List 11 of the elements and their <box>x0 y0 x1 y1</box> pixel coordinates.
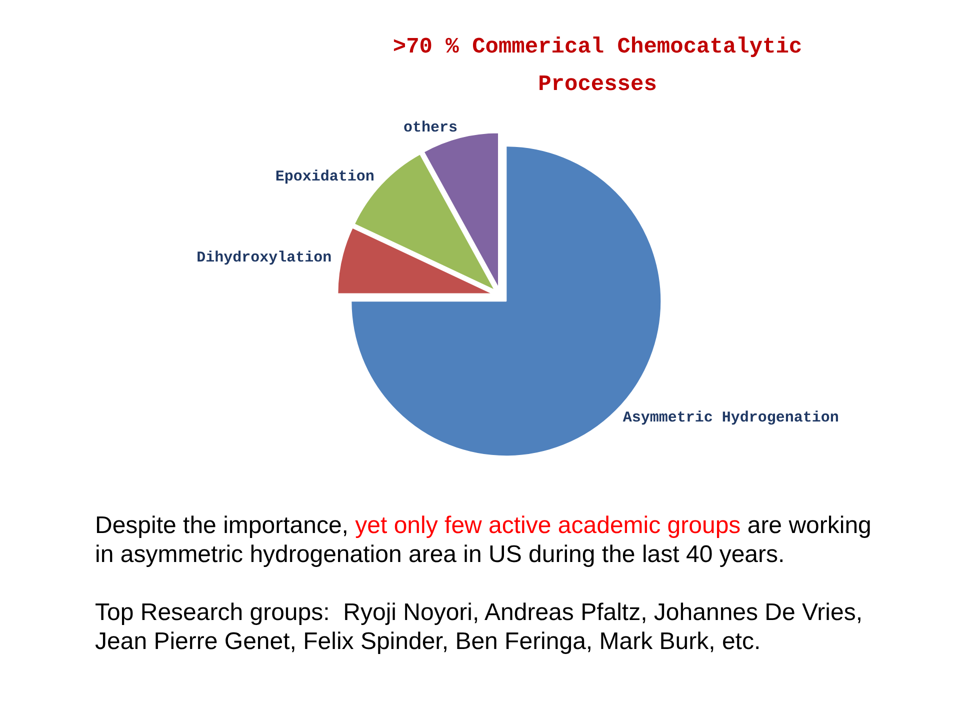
text: yet only few active academic groups <box>355 512 741 539</box>
slice-label: Epoxidation <box>275 168 374 186</box>
slice-label: Dihydroxylation <box>196 249 332 266</box>
text: in asymmetric hydrogenation area in US during the last 40 years. <box>95 541 785 568</box>
text: Top Research groups: Ryoji Noyori, Andreas Pfaltz, Johannes De Vries, <box>95 599 862 626</box>
text: Jean Pierre Genet, Felix Spinder, Ben Feringa, Mark Burk, etc. <box>95 628 761 655</box>
text: Despite the importance, <box>95 512 348 539</box>
chart-title: >70 % Commerical Chemocatalytic Processes <box>392 34 802 97</box>
text: are working <box>747 512 872 539</box>
slice-label: others <box>403 119 458 136</box>
slice-label: Asymmetric Hydrogenation <box>622 409 839 426</box>
